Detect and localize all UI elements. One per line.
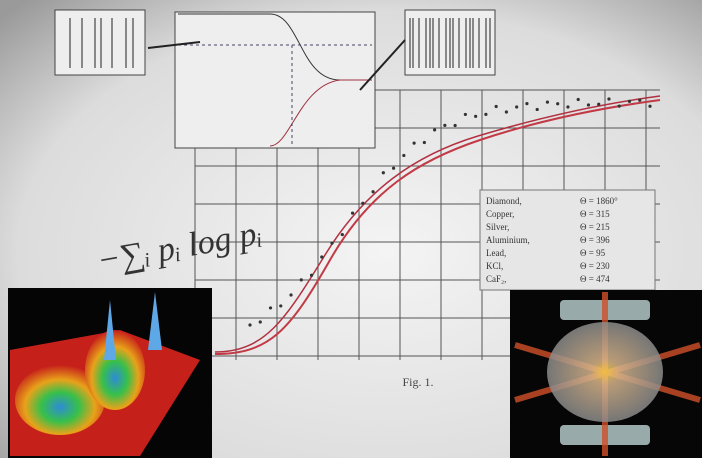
point — [566, 105, 569, 108]
point — [546, 100, 549, 103]
point — [464, 113, 467, 116]
point — [505, 110, 508, 113]
legend-name: Aluminium, — [486, 235, 530, 245]
vacuum-cell — [547, 322, 663, 422]
point — [495, 105, 498, 108]
point — [648, 105, 651, 108]
point — [607, 97, 610, 100]
point — [351, 212, 354, 215]
point — [382, 171, 385, 174]
point — [628, 100, 631, 103]
point — [638, 99, 641, 102]
legend-name: Copper, — [486, 209, 514, 219]
point — [289, 293, 292, 296]
point — [484, 113, 487, 116]
legend-theta: Θ = 1860° — [580, 196, 618, 206]
point — [525, 102, 528, 105]
point — [618, 105, 621, 108]
point — [320, 255, 323, 258]
point — [341, 233, 344, 236]
point — [423, 141, 426, 144]
point — [454, 124, 457, 127]
spectrum-inset — [55, 10, 145, 75]
point — [587, 103, 590, 106]
point — [310, 274, 313, 277]
legend-theta: Θ = 474 — [580, 274, 610, 284]
point — [556, 102, 559, 105]
figure-caption: Fig. 1. — [402, 375, 433, 389]
point — [392, 167, 395, 170]
point — [577, 98, 580, 101]
point — [443, 124, 446, 127]
point — [371, 190, 374, 193]
collage: Diamond, Θ = 1860° Copper, Θ = 315 Silver, Θ … — [0, 0, 702, 458]
point — [279, 304, 282, 307]
legend-name: Diamond, — [486, 196, 522, 206]
legend-theta: Θ = 95 — [580, 248, 606, 258]
legend-theta: Θ = 315 — [580, 209, 610, 219]
legend-name: Silver, — [486, 222, 509, 232]
point — [269, 306, 272, 309]
point — [536, 108, 539, 111]
legend-name: CaF₂, — [486, 274, 506, 284]
point — [433, 128, 436, 131]
point — [330, 242, 333, 245]
point — [259, 320, 262, 323]
point — [515, 105, 518, 108]
legend-theta: Θ = 396 — [580, 235, 610, 245]
page: Diamond, Θ = 1860° Copper, Θ = 315 Silver, Θ … — [0, 0, 702, 458]
legend-name: Lead, — [486, 248, 506, 258]
legend-theta: Θ = 215 — [580, 222, 610, 232]
point — [474, 115, 477, 118]
point — [248, 323, 251, 326]
legend-theta: Θ = 230 — [580, 261, 610, 271]
point — [300, 278, 303, 281]
point — [361, 202, 364, 205]
point — [597, 103, 600, 106]
peak — [85, 330, 145, 410]
legend-name: KCl, — [486, 261, 503, 271]
point — [413, 142, 416, 145]
point — [402, 154, 405, 157]
